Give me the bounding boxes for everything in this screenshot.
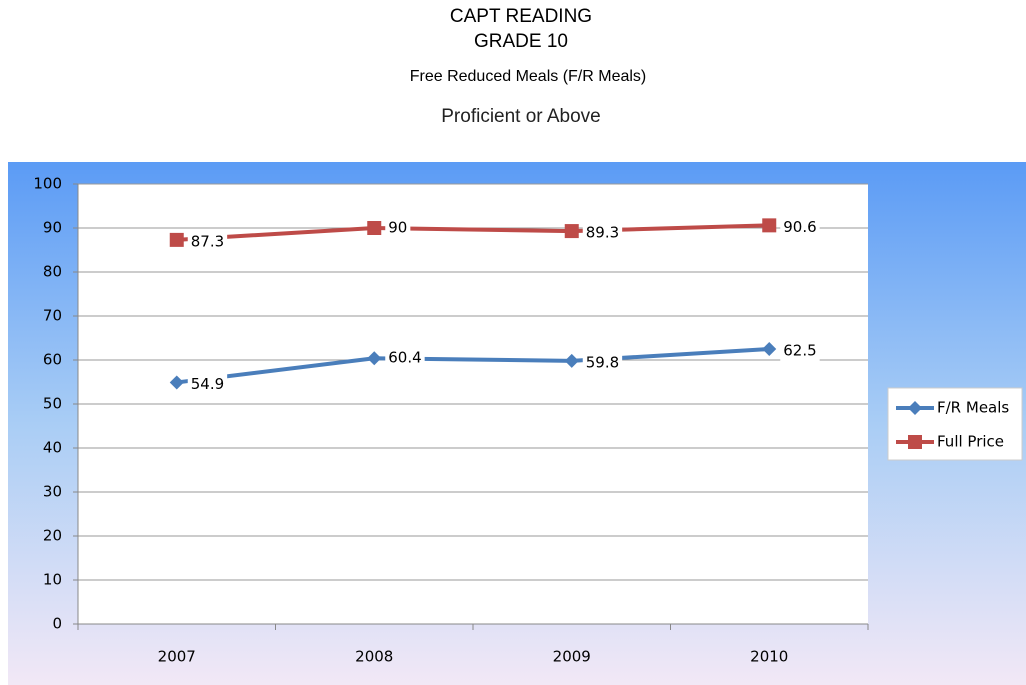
y-tick-label: 70 xyxy=(43,307,62,325)
data-label: 60.4 xyxy=(388,349,421,367)
data-label: 89.3 xyxy=(586,224,619,242)
data-label-bg xyxy=(582,222,623,243)
data-label: 62.5 xyxy=(783,342,816,360)
y-tick-label: 50 xyxy=(43,395,62,413)
data-label: 59.8 xyxy=(586,353,619,371)
data-label-bg xyxy=(582,352,623,373)
y-tick-label: 40 xyxy=(43,439,62,457)
chart-title: CAPT READING xyxy=(450,6,592,27)
data-label-bg xyxy=(187,231,228,252)
data-label-bg xyxy=(780,216,820,237)
point xyxy=(564,353,579,368)
x-tick-label: 2008 xyxy=(355,648,393,666)
data-label: 90.6 xyxy=(783,218,816,236)
legend xyxy=(887,387,1023,461)
point xyxy=(762,342,777,356)
y-tick-label: 10 xyxy=(43,571,62,589)
y-tick-label: 100 xyxy=(33,175,62,193)
data-label: 87.3 xyxy=(191,232,224,250)
data-label-bg xyxy=(187,373,228,394)
data-label-bg xyxy=(780,340,820,361)
data-label: 54.9 xyxy=(191,375,224,393)
point xyxy=(367,351,382,366)
legend-label: Full Price xyxy=(937,433,1004,451)
y-tick-label: 90 xyxy=(43,219,62,237)
point xyxy=(908,401,922,415)
chart-title: GRADE 10 xyxy=(474,31,568,52)
x-tick-label: 2009 xyxy=(553,648,591,666)
point xyxy=(367,221,382,235)
y-tick-label: 80 xyxy=(43,263,62,281)
point xyxy=(169,375,184,390)
chart-subtitle: Free Reduced Meals (F/R Meals) xyxy=(410,68,647,85)
point xyxy=(908,435,922,449)
data-label-bg xyxy=(385,217,411,238)
point xyxy=(564,224,579,239)
series-line xyxy=(176,347,770,385)
x-tick-label: 2010 xyxy=(750,648,788,666)
point xyxy=(762,218,777,233)
y-tick-label: 0 xyxy=(52,615,62,633)
data-label-bg xyxy=(385,347,425,368)
y-tick-label: 20 xyxy=(43,527,62,545)
legend-label: F/R Meals xyxy=(937,399,1009,417)
series-line xyxy=(176,223,770,242)
data-label: 90 xyxy=(388,219,407,237)
y-tick-label: 30 xyxy=(43,483,62,501)
x-tick-label: 2007 xyxy=(158,648,196,666)
point xyxy=(169,232,184,247)
chart-subtitle: Proficient or Above xyxy=(441,106,600,127)
y-tick-label: 60 xyxy=(43,351,62,369)
